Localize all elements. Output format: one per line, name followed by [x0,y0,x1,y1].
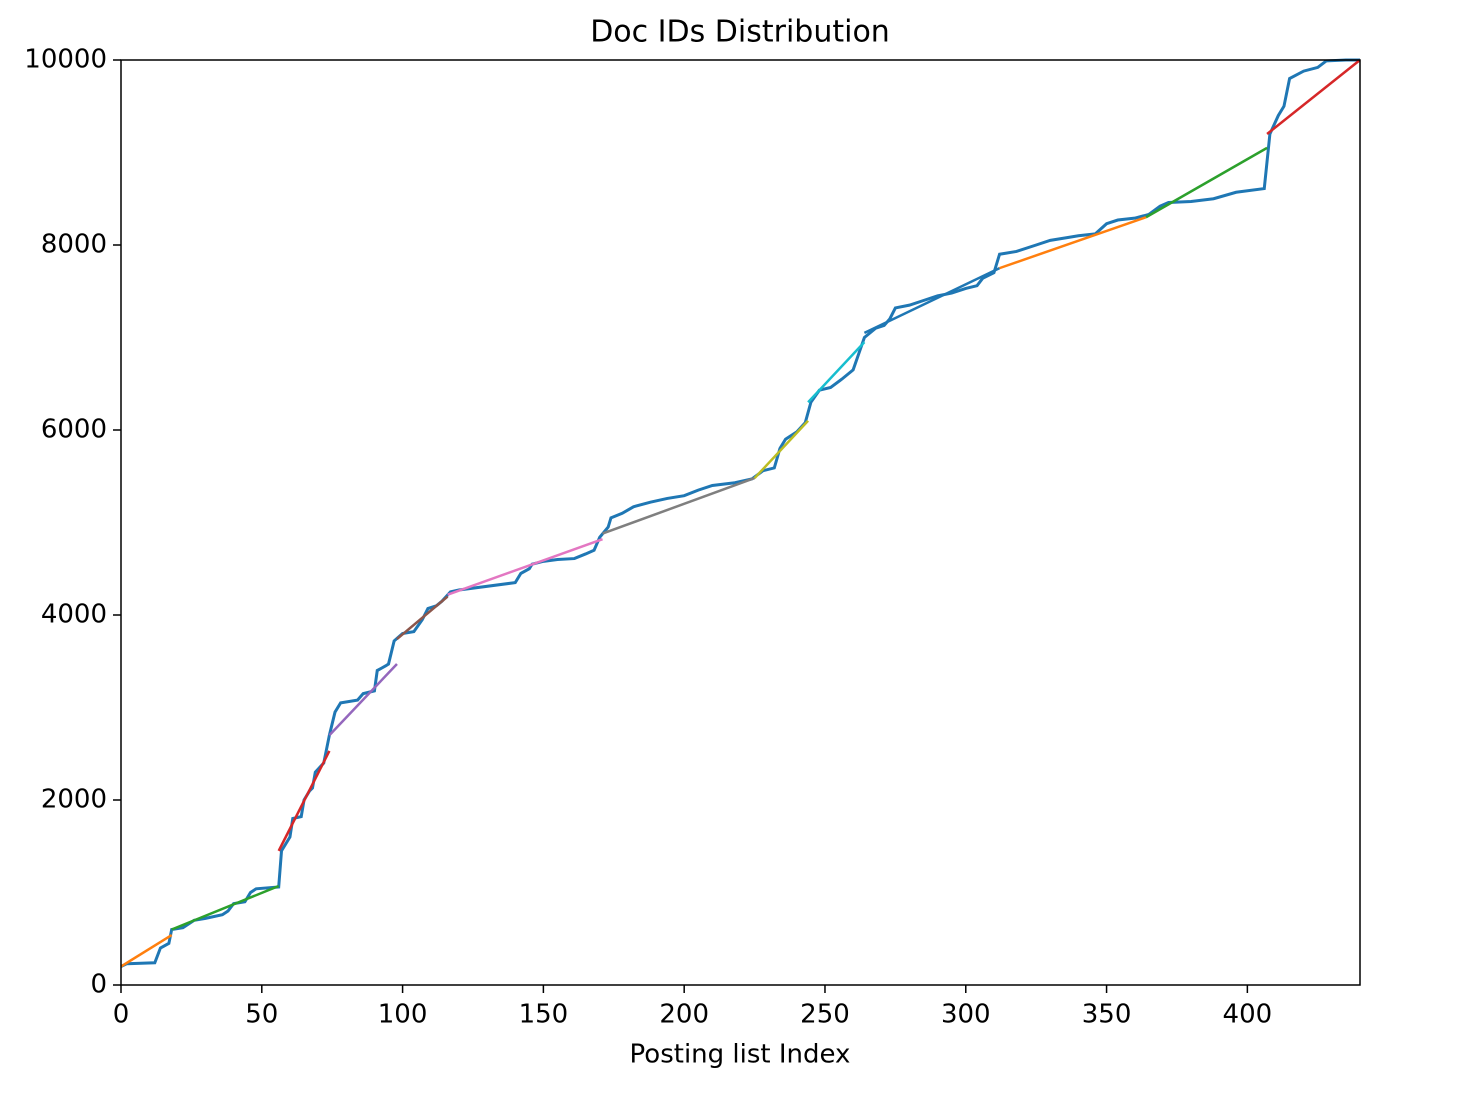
y-tick-label: 8000 [41,230,107,260]
y-tick-label: 2000 [41,785,107,815]
series-line [602,476,756,535]
series-line [1266,59,1361,135]
plot-frame [120,59,1361,986]
x-tick-label: 400 [1223,1000,1273,1030]
series-line [863,266,1001,335]
x-tick-label: 50 [245,1000,278,1030]
series-line [753,419,809,479]
y-tick-label: 6000 [41,415,107,445]
series-line [171,884,280,931]
x-tick-label: 200 [659,1000,709,1030]
series-line [277,750,331,852]
series-line [999,216,1147,270]
x-tick-label: 0 [113,1000,130,1030]
x-tick-label: 100 [378,1000,428,1030]
x-axis-label: Posting list Index [630,1040,851,1070]
series-line [1145,146,1268,219]
chart-title: Doc IDs Distribution [590,15,890,50]
series-line [120,933,173,968]
x-tick-label: 350 [1082,1000,1132,1030]
x-tick-label: 250 [800,1000,850,1030]
y-tick-label: 4000 [41,600,107,630]
y-tick-label: 0 [90,970,107,1000]
series-line [396,595,449,641]
series-line [120,58,1360,968]
series-line [328,663,398,737]
x-tick-label: 150 [519,1000,569,1030]
series-line [447,537,603,596]
series-line [807,341,866,404]
x-tick-label: 300 [941,1000,991,1030]
y-tick-label: 10000 [24,45,107,75]
